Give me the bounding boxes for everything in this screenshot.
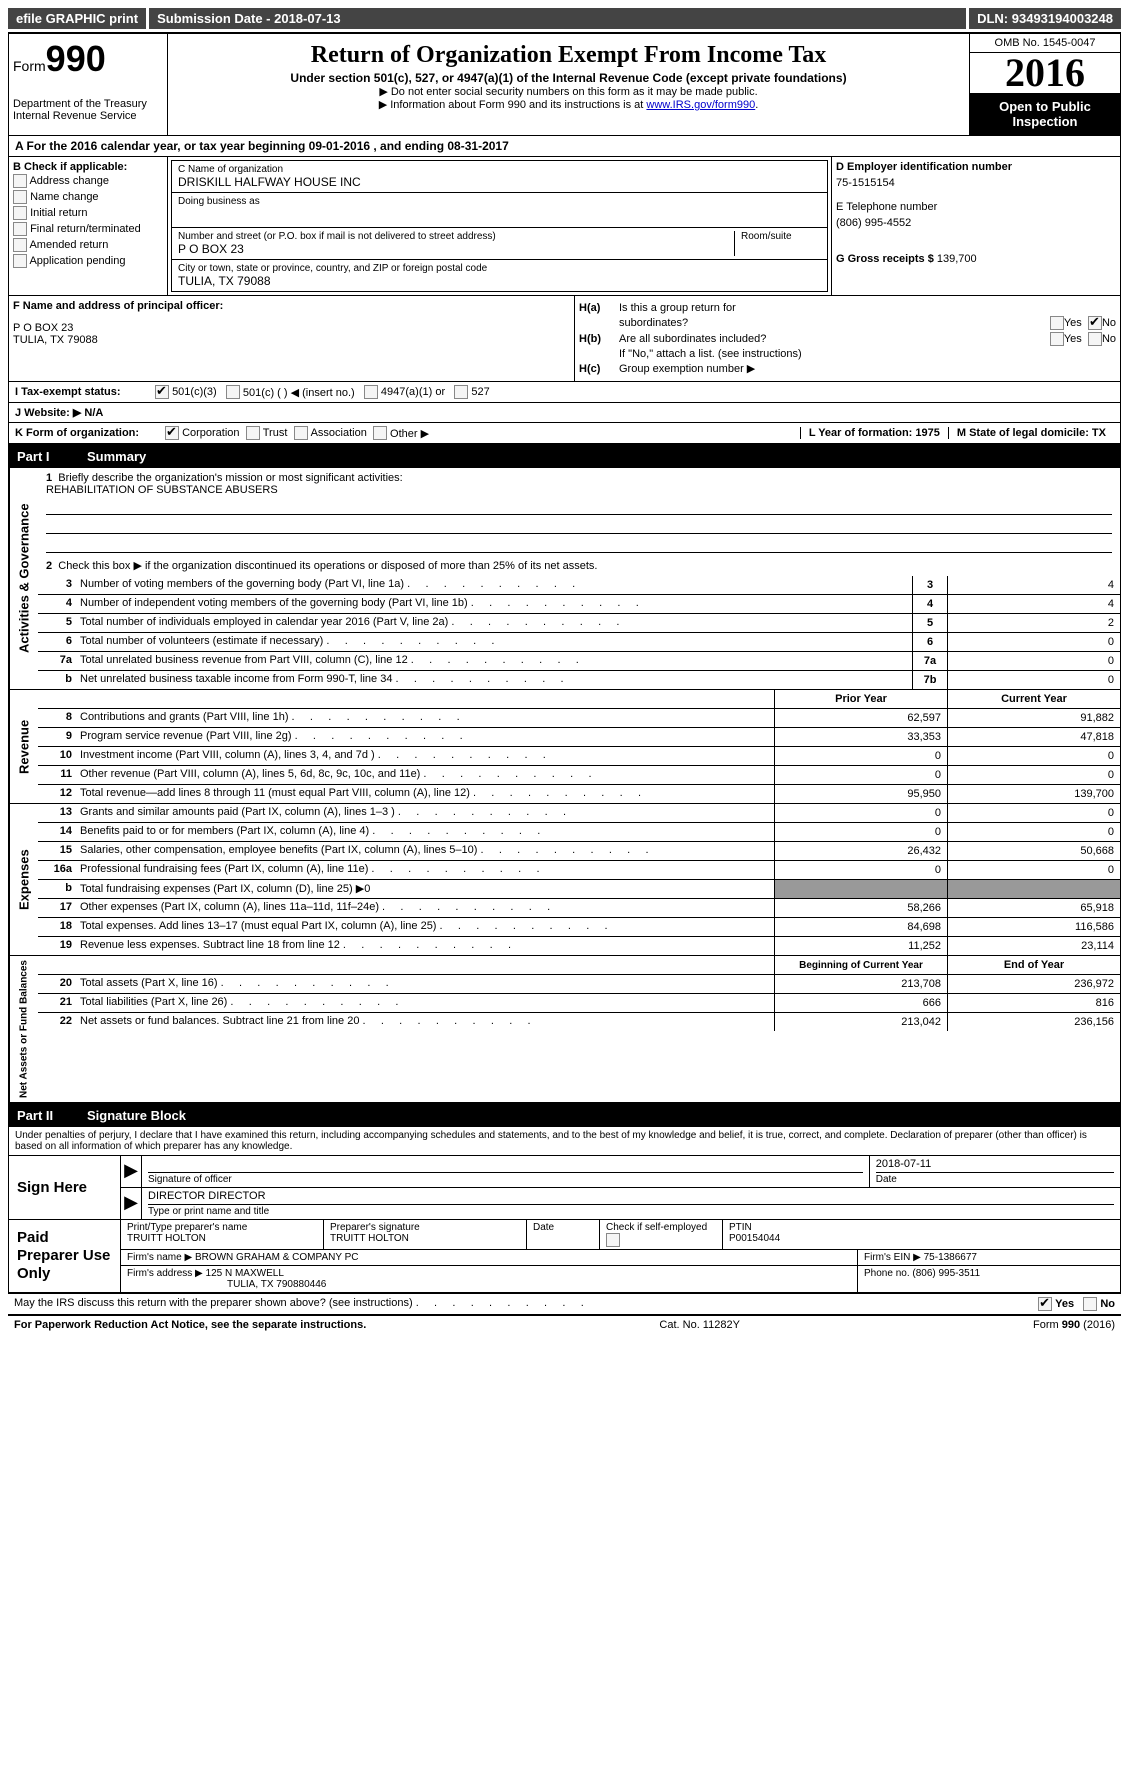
summary-row: 12Total revenue—add lines 8 through 11 (… <box>38 785 1120 803</box>
form-left: Form990 Department of the Treasury Inter… <box>9 34 168 135</box>
section-c: C Name of organization DRISKILL HALFWAY … <box>168 157 831 295</box>
ein: 75-1515154 <box>836 173 1116 193</box>
summary-row: 11Other revenue (Part VIII, column (A), … <box>38 766 1120 785</box>
ha-yes[interactable] <box>1050 316 1064 330</box>
summary-row: 15Salaries, other compensation, employee… <box>38 842 1120 861</box>
gross-receipts: 139,700 <box>937 253 977 265</box>
summary-row: 8Contributions and grants (Part VIII, li… <box>38 709 1120 728</box>
summary-row: 7aTotal unrelated business revenue from … <box>38 652 1120 671</box>
summary-row: 18Total expenses. Add lines 13–17 (must … <box>38 918 1120 937</box>
k-trust[interactable] <box>246 426 260 440</box>
firm-name: BROWN GRAHAM & COMPANY PC <box>195 1252 359 1263</box>
summary-row: 3Number of voting members of the governi… <box>38 576 1120 595</box>
hb-no[interactable] <box>1088 332 1102 346</box>
summary-row: 4Number of independent voting members of… <box>38 595 1120 614</box>
revenue-header-row: Prior Year Current Year <box>38 690 1120 709</box>
netassets-section: Net Assets or Fund Balances Beginning of… <box>8 956 1121 1104</box>
k-corp[interactable] <box>165 426 179 440</box>
summary-row: 19Revenue less expenses. Subtract line 1… <box>38 937 1120 955</box>
check-final[interactable]: Final return/terminated <box>13 221 163 237</box>
submission-cell: Submission Date - 2018-07-13 <box>149 8 966 29</box>
summary-row: bTotal fundraising expenses (Part IX, co… <box>38 880 1120 899</box>
sign-section: Sign Here ▶ Signature of officer 2018-07… <box>8 1156 1121 1220</box>
fh-row: F Name and address of principal officer:… <box>8 296 1121 382</box>
section-k: K Form of organization: Corporation Trus… <box>8 423 1121 445</box>
ha-no[interactable] <box>1088 316 1102 330</box>
street: P O BOX 23 <box>178 242 728 256</box>
telephone: (806) 995-4552 <box>836 213 1116 233</box>
preparer-sig: TRUITT HOLTON <box>330 1233 520 1244</box>
form-right: OMB No. 1545-0047 2016 Open to Public In… <box>969 34 1120 135</box>
form-header: Form990 Department of the Treasury Inter… <box>8 32 1121 136</box>
check-amended[interactable]: Amended return <box>13 237 163 253</box>
i-527[interactable] <box>454 385 468 399</box>
i-4947[interactable] <box>364 385 378 399</box>
summary-row: 6Total number of volunteers (estimate if… <box>38 633 1120 652</box>
i-501c3[interactable] <box>155 385 169 399</box>
governance-section: Activities & Governance 1 Briefly descri… <box>8 468 1121 690</box>
ptin: P00154044 <box>729 1233 1114 1244</box>
check-initial[interactable]: Initial return <box>13 205 163 221</box>
section-d: D Employer identification number 75-1515… <box>831 157 1120 295</box>
sign-arrow-icon: ▶ <box>121 1156 142 1187</box>
sign-arrow-icon: ▶ <box>121 1188 142 1219</box>
summary-row: bNet unrelated business taxable income f… <box>38 671 1120 689</box>
check-address[interactable]: Address change <box>13 173 163 189</box>
discuss-no[interactable] <box>1083 1297 1097 1311</box>
summary-row: 22Net assets or fund balances. Subtract … <box>38 1013 1120 1031</box>
form-center: Return of Organization Exempt From Incom… <box>168 34 969 135</box>
discuss-yes[interactable] <box>1038 1297 1052 1311</box>
expenses-section: Expenses 13Grants and similar amounts pa… <box>8 804 1121 956</box>
top-bar: efile GRAPHIC print Submission Date - 20… <box>8 8 1121 29</box>
section-j: J Website: ▶ N/A <box>8 403 1121 423</box>
firm-phone: (806) 995-3511 <box>912 1268 980 1279</box>
i-501c[interactable] <box>226 385 240 399</box>
summary-row: 21Total liabilities (Part X, line 26)666… <box>38 994 1120 1013</box>
org-name: DRISKILL HALFWAY HOUSE INC <box>178 175 821 189</box>
summary-row: 14Benefits paid to or for members (Part … <box>38 823 1120 842</box>
sign-date: 2018-07-11 <box>876 1158 1114 1173</box>
perjury-text: Under penalties of perjury, I declare th… <box>8 1127 1121 1156</box>
summary-row: 13Grants and similar amounts paid (Part … <box>38 804 1120 823</box>
k-assoc[interactable] <box>294 426 308 440</box>
discuss-row: May the IRS discuss this return with the… <box>8 1293 1121 1314</box>
dln-cell: DLN: 93493194003248 <box>969 8 1121 29</box>
check-name[interactable]: Name change <box>13 189 163 205</box>
net-header-row: Beginning of Current Year End of Year <box>38 956 1120 975</box>
section-i: I Tax-exempt status: 501(c)(3) 501(c) ( … <box>8 382 1121 403</box>
irs-link[interactable]: www.IRS.gov/form990 <box>646 99 755 111</box>
form-title: Return of Organization Exempt From Incom… <box>174 42 963 69</box>
firm-ein: 75-1386677 <box>924 1252 977 1263</box>
self-employed-check[interactable] <box>606 1233 620 1247</box>
part2-header: Part II Signature Block <box>8 1104 1121 1127</box>
preparer-name: TRUITT HOLTON <box>127 1233 317 1244</box>
summary-row: 10Investment income (Part VIII, column (… <box>38 747 1120 766</box>
preparer-section: Paid Preparer Use Only Print/Type prepar… <box>8 1220 1121 1293</box>
section-a: A For the 2016 calendar year, or tax yea… <box>8 136 1121 157</box>
part1-header: Part I Summary <box>8 445 1121 468</box>
summary-row: 5Total number of individuals employed in… <box>38 614 1120 633</box>
hb-yes[interactable] <box>1050 332 1064 346</box>
summary-row: 20Total assets (Part X, line 16)213,7082… <box>38 975 1120 994</box>
summary-row: 16aProfessional fundraising fees (Part I… <box>38 861 1120 880</box>
section-b: B Check if applicable: Address change Na… <box>9 157 168 295</box>
k-other[interactable] <box>373 426 387 440</box>
efile-label: efile GRAPHIC print <box>8 8 146 29</box>
city: TULIA, TX 79088 <box>178 274 821 288</box>
mission: REHABILITATION OF SUBSTANCE ABUSERS <box>46 484 278 496</box>
summary-row: 17Other expenses (Part IX, column (A), l… <box>38 899 1120 918</box>
summary-row: 9Program service revenue (Part VIII, lin… <box>38 728 1120 747</box>
signer-name: DIRECTOR DIRECTOR <box>148 1190 1114 1205</box>
revenue-section: Revenue Prior Year Current Year 8Contrib… <box>8 690 1121 804</box>
bottom-footer: For Paperwork Reduction Act Notice, see … <box>8 1314 1121 1334</box>
section-f: F Name and address of principal officer:… <box>9 296 575 381</box>
main-grid: B Check if applicable: Address change Na… <box>8 157 1121 296</box>
check-pending[interactable]: Application pending <box>13 253 163 269</box>
section-h: H(a) Is this a group return for subordin… <box>575 296 1120 381</box>
